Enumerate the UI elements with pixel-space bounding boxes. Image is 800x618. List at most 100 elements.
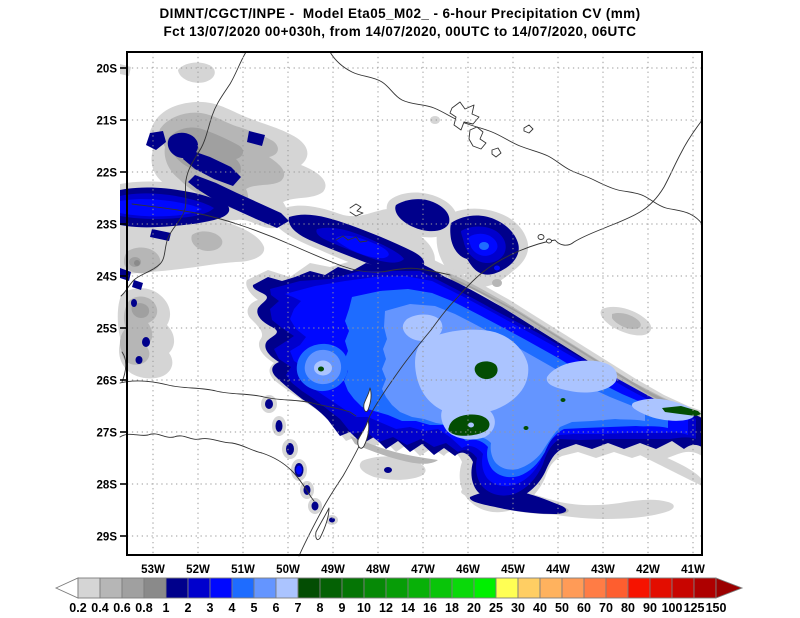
colorbar-tick-label: 2 <box>185 601 192 615</box>
precip-region <box>275 420 283 432</box>
bay-outline <box>546 238 552 244</box>
colorbar-tick-label: 12 <box>379 601 393 615</box>
precip-region <box>131 303 150 318</box>
precip-region <box>286 443 294 455</box>
colorbar-tick-label: 9 <box>339 601 346 615</box>
state-border <box>120 51 247 297</box>
lat-tick-label: 20S <box>97 64 118 76</box>
colorbar-cell <box>649 577 673 599</box>
lat-tick-label: 26S <box>97 376 118 388</box>
lon-tick-label: 51W <box>231 564 255 576</box>
colorbar-cell <box>407 577 431 599</box>
precip-region <box>638 448 702 486</box>
colorbar-cell <box>385 577 409 599</box>
lat-tick-label: 23S <box>97 220 118 232</box>
lon-tick-label: 41W <box>681 564 705 576</box>
state-border <box>119 380 357 417</box>
lon-tick-label: 49W <box>321 564 345 576</box>
precip-region <box>123 247 161 274</box>
colorbar-tick-label: 0.6 <box>113 601 130 615</box>
precip-region <box>120 64 131 76</box>
colorbar-cell <box>99 577 123 599</box>
colorbar-tick-label: 0.8 <box>135 601 152 615</box>
colorbar-cell <box>693 577 717 599</box>
colorbar-tick-label: 3 <box>207 601 214 615</box>
precip-region <box>612 312 641 329</box>
lon-tick-label: 47W <box>411 564 435 576</box>
precipitation-shading-layer <box>117 62 702 525</box>
colorbar-cell <box>275 577 299 599</box>
precip-region <box>560 398 566 402</box>
colorbar-tick-label: 0.2 <box>69 601 86 615</box>
precip-region <box>183 149 241 186</box>
precip-region <box>469 489 567 514</box>
colorbar-tick-label: 18 <box>445 601 459 615</box>
lon-tick-label: 52W <box>186 564 210 576</box>
lon-tick-label: 42W <box>636 564 660 576</box>
precip-region <box>415 329 529 416</box>
colorbar-tick-label: 8 <box>317 601 324 615</box>
lon-tick-label: 45W <box>501 564 525 576</box>
colorbar-tick-label: 100 <box>662 601 683 615</box>
colorbar-cell <box>319 577 343 599</box>
lat-tick-label: 24S <box>97 272 118 284</box>
colorbar-tick-label: 70 <box>599 601 613 615</box>
lat-tick-label: 28S <box>97 480 118 492</box>
state-border <box>131 203 451 276</box>
precip-region <box>142 337 150 347</box>
colorbar-cell <box>473 577 497 599</box>
chart-title-line2: Fct 13/07/2020 00+030h, from 14/07/2020,… <box>163 24 637 39</box>
colorbar-cell <box>451 577 475 599</box>
lagoon-outline <box>363 387 372 413</box>
colorbar-tick-label: 90 <box>643 601 657 615</box>
precip-region <box>150 229 171 241</box>
precip-region <box>318 366 324 372</box>
colorbar-cell <box>671 577 695 599</box>
reservoir-outline <box>523 124 534 134</box>
colorbar-tick-label: 50 <box>555 601 569 615</box>
lon-tick-label: 50W <box>276 564 300 576</box>
colorbar-tick-label: 20 <box>467 601 481 615</box>
colorbar-cell <box>121 577 145 599</box>
precip-region <box>359 456 426 480</box>
reservoir-outline <box>449 101 480 131</box>
lat-tick-label: 27S <box>97 428 118 440</box>
colorbar-tick-label: 7 <box>295 601 302 615</box>
precip-region <box>188 175 289 228</box>
state-border <box>119 433 315 502</box>
lon-tick-label: 53W <box>141 564 165 576</box>
precip-region <box>178 62 215 83</box>
colorbar-cell <box>429 577 453 599</box>
colorbar-cell <box>363 577 387 599</box>
precip-region <box>492 279 502 287</box>
precip-region <box>120 268 131 281</box>
precip-region <box>131 299 137 307</box>
colorbar-cell <box>187 577 211 599</box>
colorbar-cell <box>231 577 255 599</box>
lon-tick-label: 43W <box>591 564 615 576</box>
chart-title-line1: DIMNT/CGCT/INPE - Model Eta05_M02_ - 6-h… <box>159 6 641 21</box>
precip-region <box>135 356 143 364</box>
bay-outline <box>537 234 545 240</box>
plot-frame <box>126 51 703 556</box>
colorbar-tick-label: 60 <box>577 601 591 615</box>
grid-layer <box>127 52 702 555</box>
colorbar-cell <box>341 577 365 599</box>
colorbar-tick-label: 5 <box>251 601 258 615</box>
precip-region <box>546 360 618 393</box>
precip-region <box>474 361 498 380</box>
precip-region <box>662 406 701 416</box>
precip-region <box>247 131 265 146</box>
precip-region <box>265 399 273 409</box>
precip-region <box>395 199 450 232</box>
colorbar-cell <box>495 577 519 599</box>
state-border <box>329 51 703 225</box>
precip-region <box>329 517 335 523</box>
precip-region <box>430 116 440 124</box>
precip-region <box>311 501 319 511</box>
colorbar-tick-label: 14 <box>401 601 415 615</box>
precip-region <box>191 231 223 251</box>
axis-labels-layer: 20S 21S 22S 23S 24S 25S 26S 27S 28S 29S 53W 52W 51W 5… <box>97 64 705 577</box>
precip-region <box>335 235 389 259</box>
